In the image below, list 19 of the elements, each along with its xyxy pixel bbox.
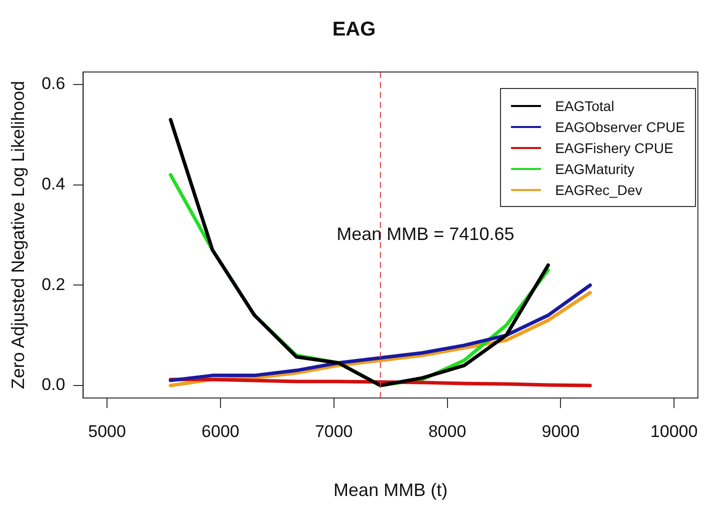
x-tick-label: 6000 bbox=[202, 422, 240, 441]
x-tick-label: 10000 bbox=[650, 422, 698, 441]
legend-label: EAGObserver CPUE bbox=[555, 118, 685, 134]
y-tick-label: 0.4 bbox=[42, 174, 66, 194]
legend-label: EAGMaturity bbox=[555, 160, 634, 176]
legend-label: EAGFishery CPUE bbox=[555, 140, 674, 156]
y-tick-label: 0.2 bbox=[42, 274, 66, 294]
legend-label: EAGRec_Dev bbox=[555, 182, 642, 198]
x-tick-label: 7000 bbox=[314, 422, 353, 441]
x-tick-label: 5000 bbox=[88, 422, 126, 441]
x-tick-label: 9000 bbox=[542, 422, 580, 441]
chart-title: EAG bbox=[332, 18, 376, 41]
legend-label: EAGTotal bbox=[555, 98, 614, 114]
y-tick-label: 0.6 bbox=[42, 74, 66, 94]
x-tick-label: 8000 bbox=[428, 422, 466, 441]
annotation: Mean MMB = 7410.65 bbox=[336, 224, 514, 244]
y-axis-title: Zero Adjusted Negative Log Likelihood bbox=[8, 80, 28, 390]
x-axis-title: Mean MMB (t) bbox=[334, 480, 448, 500]
y-tick-label: 0.0 bbox=[42, 375, 66, 394]
